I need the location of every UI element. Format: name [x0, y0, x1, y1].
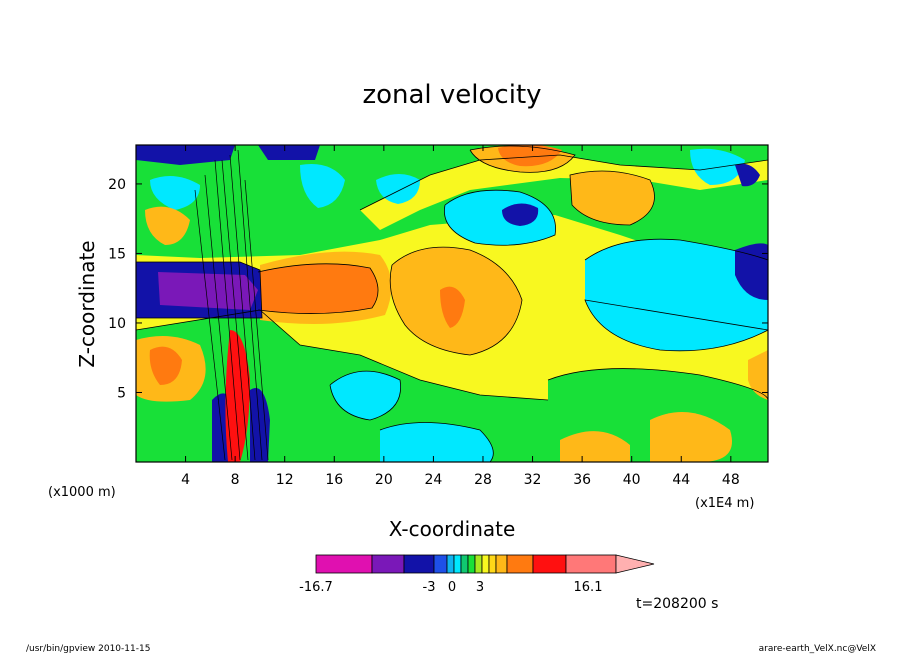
- colorbar-segment: [532, 554, 567, 574]
- field-cyan-lower: [380, 422, 494, 462]
- colorbar-segment: [371, 554, 405, 574]
- field-darkorange-lower-left: [149, 346, 182, 385]
- x-tick-label: 16: [325, 472, 343, 488]
- field-cyan-right-large: [585, 239, 768, 351]
- field-cyan-lower-left: [330, 371, 401, 420]
- colorbar: [315, 554, 655, 574]
- x-tick-label: 40: [623, 472, 641, 488]
- y-tick-label: 20: [108, 177, 126, 193]
- heatmap-field: [136, 145, 768, 462]
- field-purple-jet-core: [158, 272, 258, 310]
- colorbar-segment: [495, 554, 508, 574]
- colorbar-label-neg3: -3: [423, 580, 436, 595]
- colorbar-segment: [506, 554, 534, 574]
- y-tick-label: 10: [108, 316, 126, 332]
- colorbar-segment: [446, 554, 455, 574]
- colorbar-segment: [433, 554, 448, 574]
- colorbar-segment: [488, 554, 497, 574]
- field-blue-blob: [502, 203, 539, 226]
- y-unit-label: (x1000 m): [48, 485, 116, 500]
- field-yellow-band: [360, 155, 768, 230]
- colorbar-extend-arrow: [615, 554, 655, 574]
- field-darkorange-jet: [258, 263, 379, 314]
- x-axis-label: X-coordinate: [389, 517, 516, 541]
- x-tick-label: 28: [474, 472, 492, 488]
- field-cyan-right-top: [690, 148, 745, 185]
- field-orange-lower-mid: [560, 431, 630, 462]
- colorbar-max-label: 16.1: [574, 580, 603, 595]
- time-label: t=208200 s: [636, 596, 718, 612]
- x-tick-label: 4: [181, 472, 190, 488]
- x-tick-label: 20: [375, 472, 393, 488]
- x-tick-label: 44: [672, 472, 690, 488]
- field-orange-left-upper: [145, 206, 190, 245]
- field-cyan-upper-center: [300, 164, 345, 208]
- plot-frame: [135, 144, 769, 463]
- field-cyan-left-top: [150, 176, 200, 210]
- field-blue-right-top: [735, 163, 760, 187]
- colorbar-label-0: 0: [448, 580, 456, 595]
- x-tick-label: 48: [722, 472, 740, 488]
- field-cyan-upper: [444, 190, 556, 246]
- y-tick-label: 5: [117, 385, 126, 401]
- colorbar-segment: [474, 554, 483, 574]
- field-darkorange-top: [498, 145, 562, 167]
- colorbar-label-3: 3: [476, 580, 484, 595]
- colorbar-min-label: -16.7: [299, 580, 333, 595]
- colorbar-segment: [467, 554, 476, 574]
- field-blue-mountain-right: [250, 388, 270, 462]
- colorbar-segment: [481, 554, 490, 574]
- x-tick-label: 36: [573, 472, 591, 488]
- x-tick-label: 12: [276, 472, 294, 488]
- colorbar-segment: [565, 554, 617, 574]
- field-contour-lines: [136, 145, 768, 462]
- chart-title: zonal velocity: [362, 80, 541, 110]
- x-tick-label: 8: [231, 472, 240, 488]
- x-tick-label: 32: [524, 472, 542, 488]
- x-unit-label: (x1E4 m): [695, 496, 754, 511]
- footer-left: /usr/bin/gpview 2010-11-15: [26, 644, 150, 654]
- colorbar-segment: [460, 554, 469, 574]
- colorbar-segment: [315, 554, 373, 574]
- x-tick-label: 24: [424, 472, 442, 488]
- colorbar-segment: [453, 554, 462, 574]
- x-axis-ticks: 4 8 12 16 20 24 28 32 36 40 44 48: [181, 145, 740, 488]
- field-blue-upper-center: [258, 145, 320, 160]
- y-tick-label: 15: [108, 246, 126, 262]
- field-mountain-lines: [194, 149, 269, 461]
- y-axis-ticks: 5 10 15 20: [108, 177, 768, 401]
- footer-right: arare-earth_VelX.nc@VelX: [759, 644, 876, 654]
- y-axis-label: Z-coordinate: [75, 240, 99, 367]
- field-orange-right-mid: [748, 350, 768, 400]
- field-orange-lower-right: [650, 412, 732, 462]
- field-orange-right-blob: [570, 171, 655, 225]
- field-orange-mid-core: [440, 286, 465, 328]
- colorbar-segment: [403, 554, 435, 574]
- field-blue-left-top: [136, 145, 235, 165]
